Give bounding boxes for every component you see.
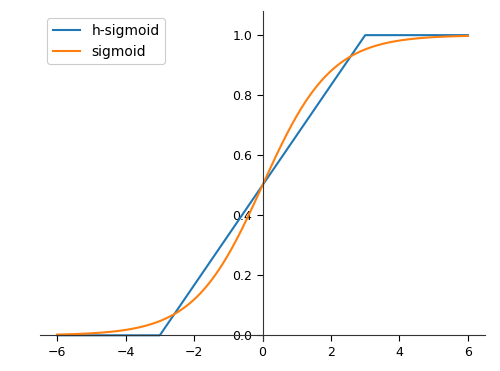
h-sigmoid [96,333,102,338]
Legend: h-sigmoid, sigmoid: h-sigmoid, sigmoid [47,18,165,64]
h-sigmoid [235,219,241,223]
h-sigmoid [336,71,342,75]
Line: sigmoid: sigmoid [57,36,468,335]
sigmoid [465,34,471,38]
sigmoid [235,234,241,239]
h-sigmoid [54,333,60,338]
h-sigmoid [362,33,368,37]
sigmoid [220,261,226,265]
sigmoid [96,331,102,335]
sigmoid [374,43,380,47]
h-sigmoid [220,240,226,245]
sigmoid [336,62,342,66]
h-sigmoid [465,33,471,37]
h-sigmoid [375,33,381,37]
sigmoid [382,41,388,46]
Line: h-sigmoid: h-sigmoid [57,35,468,335]
sigmoid [54,332,60,337]
h-sigmoid [382,33,388,37]
